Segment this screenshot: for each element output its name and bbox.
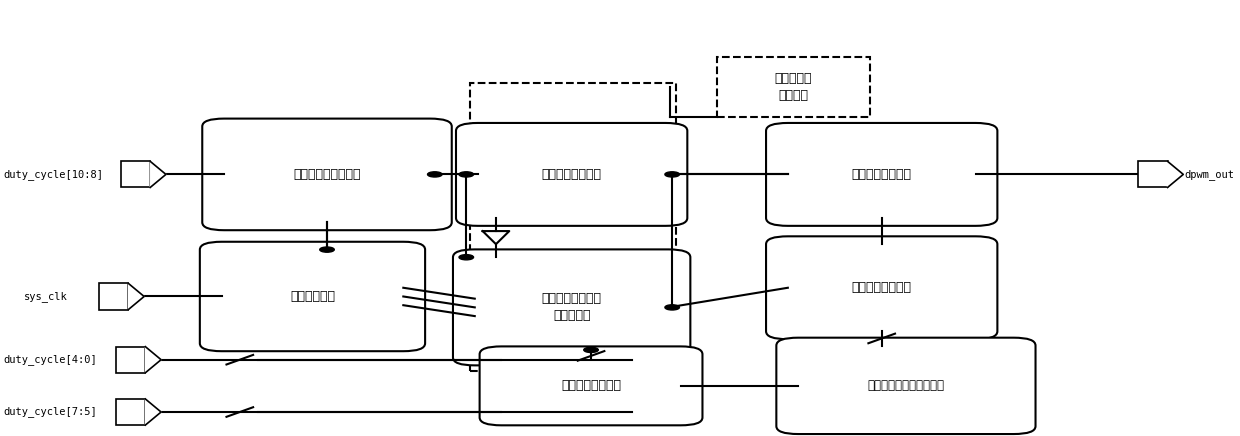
Text: 异步清零输出模块: 异步清零输出模块 — [852, 168, 911, 181]
Text: duty_cycle[4:0]: duty_cycle[4:0] — [4, 354, 98, 365]
Bar — [1138, 161, 1168, 187]
Text: duty_cycle[10:8]: duty_cycle[10:8] — [4, 169, 104, 180]
Circle shape — [665, 172, 680, 177]
Circle shape — [459, 172, 474, 177]
FancyBboxPatch shape — [766, 123, 997, 226]
Text: 路径平衡与
移相模块: 路径平衡与 移相模块 — [775, 72, 812, 102]
Circle shape — [665, 305, 680, 310]
Bar — [99, 283, 129, 310]
Bar — [117, 399, 145, 425]
Bar — [717, 57, 869, 117]
Text: dpwm_out: dpwm_out — [1184, 169, 1235, 180]
Polygon shape — [1168, 161, 1183, 187]
Circle shape — [320, 247, 335, 252]
Text: 四相时钟路径平衡
与移相单元: 四相时钟路径平衡 与移相单元 — [542, 293, 601, 322]
Text: sys_clk: sys_clk — [25, 291, 68, 302]
FancyBboxPatch shape — [480, 346, 703, 426]
FancyBboxPatch shape — [453, 249, 691, 365]
FancyBboxPatch shape — [776, 337, 1035, 434]
Polygon shape — [129, 283, 144, 310]
Text: 输出拉高触发单元: 输出拉高触发单元 — [542, 168, 601, 181]
Bar — [117, 347, 145, 373]
Circle shape — [584, 347, 599, 352]
Bar — [470, 83, 676, 371]
Text: 时钟管理模块: 时钟管理模块 — [290, 290, 335, 303]
Circle shape — [428, 172, 443, 177]
Bar — [122, 161, 150, 187]
Circle shape — [459, 255, 474, 260]
Polygon shape — [145, 347, 161, 373]
Text: duty_cycle[7:5]: duty_cycle[7:5] — [4, 406, 98, 418]
FancyBboxPatch shape — [766, 236, 997, 339]
Text: 高速进位逻辑模块: 高速进位逻辑模块 — [852, 281, 911, 294]
Polygon shape — [145, 399, 161, 425]
FancyBboxPatch shape — [202, 119, 451, 230]
Polygon shape — [150, 161, 166, 187]
FancyBboxPatch shape — [200, 242, 425, 351]
Text: 八选一多路选择器: 八选一多路选择器 — [560, 379, 621, 392]
FancyBboxPatch shape — [456, 123, 687, 226]
Text: 精细占空比信号译码模块: 精细占空比信号译码模块 — [868, 379, 945, 392]
Text: 格雷码状态转移模块: 格雷码状态转移模块 — [293, 168, 361, 181]
